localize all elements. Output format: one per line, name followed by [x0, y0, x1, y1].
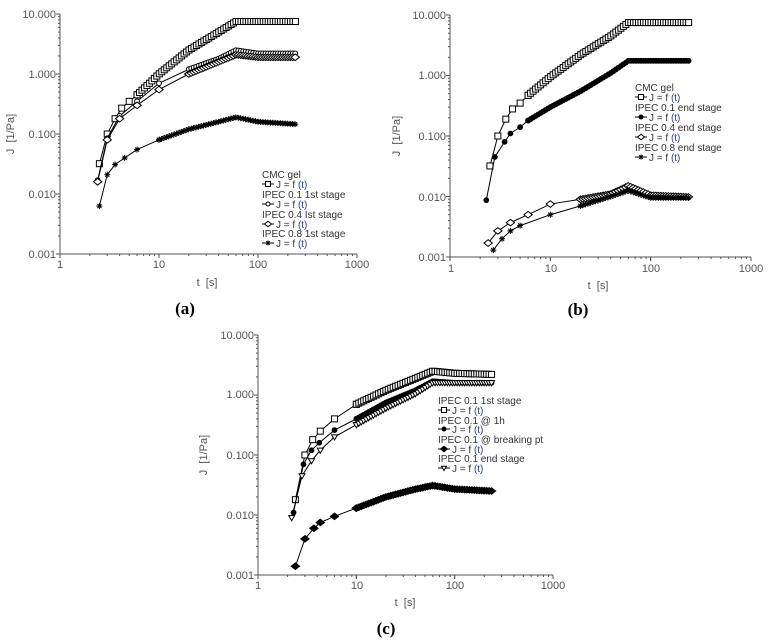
legend-marker-filled-circle-icon	[635, 114, 647, 120]
legend-label: IPEC 0.4 Ist stage	[262, 210, 343, 221]
legend-marker-filled-diamond-icon	[438, 445, 450, 453]
x-tick-label: 10	[351, 580, 363, 592]
y-axis-title-a: J [1/Pa]	[5, 114, 17, 154]
chart-panel-a: 10.000 1.000 0.100 0.010 0.001 1 10 100 …	[5, 9, 369, 318]
x-tick-label: 1000	[739, 263, 763, 275]
y-tick-label: 0.100	[28, 129, 56, 141]
y-tick-label: 10.000	[412, 10, 446, 22]
x-tick-label: 1000	[541, 580, 565, 592]
y-tick-label: 10.000	[22, 9, 56, 21]
legend-marker-diamond-icon	[635, 133, 647, 141]
y-tick-label: 1.000	[418, 70, 446, 82]
legend-marker-square-icon	[262, 181, 274, 187]
legend-label: IPEC 0.1 @ breaking pt	[438, 435, 543, 446]
legend-label: IPEC 0.1 end stage	[438, 454, 525, 465]
legend-fn: J = f (t)	[452, 425, 483, 436]
panel-label-c: (c)	[377, 619, 396, 638]
x-axis-title-b: t [s]	[588, 280, 609, 292]
legend-fn: J = f (t)	[649, 153, 680, 164]
y-axis-title-b: J [1/Pa]	[391, 116, 403, 156]
legend-c: IPEC 0.1 1st stage J = f (t) IPEC 0.1 @ …	[438, 396, 543, 475]
y-tick-label: 1.000	[226, 389, 254, 401]
legend-a: CMC gel J = f (t) IPEC 0.1 1st stage J =…	[262, 170, 346, 250]
y-tick-label: 0.100	[226, 450, 254, 462]
y-tick-label: 10.000	[220, 330, 254, 342]
y-tick-label: 0.001	[418, 252, 446, 264]
legend-fn: J = f (t)	[649, 93, 680, 104]
legend-label: CMC gel	[262, 170, 301, 181]
x-tick-label: 100	[446, 580, 464, 592]
axis-ticks-c	[254, 334, 554, 579]
legend-fn: J = f (t)	[276, 180, 307, 191]
data-series-a	[92, 17, 301, 210]
legend-marker-diamond-icon	[262, 220, 274, 228]
legend-label: IPEC 0.1 1st stage	[262, 190, 346, 201]
x-tick-label: 100	[249, 259, 267, 271]
x-tick-label: 100	[642, 263, 660, 275]
legend-label: IPEC 0.4 end stage	[635, 123, 722, 134]
legend-fn: J = f (t)	[276, 239, 307, 250]
legend-marker-square-icon	[438, 407, 450, 413]
legend-fn: J = f (t)	[276, 200, 307, 211]
legend-label: IPEC 0.8 end stage	[635, 143, 722, 154]
legend-marker-star-icon	[262, 240, 274, 246]
panel-label-b: (b)	[568, 300, 589, 319]
legend-fn: J = f (t)	[649, 113, 680, 124]
legend-label: IPEC 0.1 1st stage	[438, 396, 522, 407]
x-tick-label: 1	[255, 580, 261, 592]
legend-marker-square-icon	[635, 94, 647, 100]
legend-label: IPEC 0.8 1st stage	[262, 229, 346, 240]
x-tick-label: 10	[545, 263, 557, 275]
legend-fn: J = f (t)	[649, 133, 680, 144]
axis-ticks-a	[56, 13, 358, 258]
legend-marker-triangle-icon	[438, 465, 450, 472]
y-tick-label: 0.010	[418, 192, 446, 204]
legend-fn: J = f (t)	[452, 406, 483, 417]
axis-ticks-b	[446, 14, 752, 261]
y-tick-label: 0.010	[28, 189, 56, 201]
y-tick-label: 0.001	[226, 570, 254, 582]
legend-fn: J = f (t)	[452, 445, 483, 456]
x-axis-title-a: t [s]	[197, 277, 218, 289]
legend-marker-circle-icon	[262, 201, 274, 207]
y-tick-label: 0.001	[28, 249, 56, 261]
legend-label: IPEC 0.1 end stage	[635, 103, 722, 114]
data-series-c	[287, 367, 497, 571]
chart-panel-b: 10.000 1.000 0.100 0.010 0.001 1 10 100 …	[391, 10, 763, 319]
legend-fn: J = f (t)	[452, 464, 483, 475]
legend-marker-filled-circle-icon	[438, 426, 450, 432]
x-tick-label: 1	[57, 259, 63, 271]
legend-fn: J = f (t)	[276, 220, 307, 231]
legend-label: CMC gel	[635, 83, 674, 94]
legend-b: CMC gel J = f (t) IPEC 0.1 end stage J =…	[635, 83, 722, 164]
y-tick-label: 1.000	[28, 69, 56, 81]
legend-label: IPEC 0.1 @ 1h	[438, 416, 505, 427]
x-tick-label: 10	[153, 259, 165, 271]
y-axis-title-c: J [1/Pa]	[198, 435, 210, 475]
chart-panel-c: 10.000 1.000 0.100 0.010 0.001 1 10 100 …	[198, 330, 565, 638]
x-axis-title-c: t [s]	[395, 597, 416, 609]
x-tick-label: 1	[448, 263, 454, 275]
legend-marker-star-icon	[635, 154, 647, 160]
data-series-b	[483, 19, 694, 254]
y-tick-label: 0.100	[418, 131, 446, 143]
y-tick-label: 0.010	[226, 510, 254, 522]
panel-label-a: (a)	[175, 299, 195, 318]
x-tick-label: 1000	[345, 259, 369, 271]
